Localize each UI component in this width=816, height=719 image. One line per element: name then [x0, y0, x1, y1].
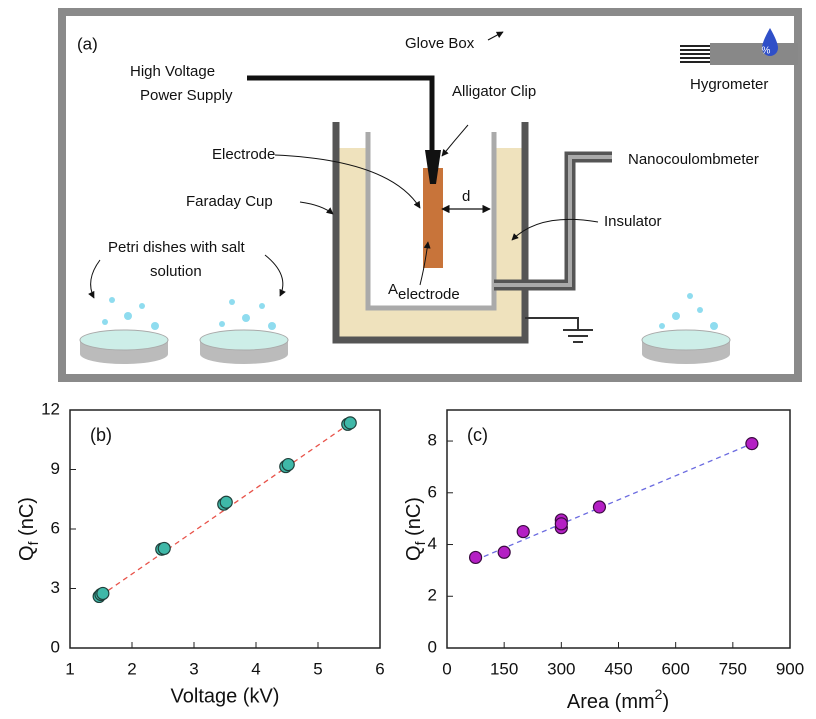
arrow [274, 154, 421, 209]
label: solution [150, 263, 202, 280]
label-subscript: f [25, 541, 41, 545]
label-subscript: f [412, 541, 428, 545]
y-tick-label: 0 [428, 637, 437, 656]
axis-label: Area (mm2) [567, 686, 669, 714]
x-tick-label: 300 [547, 659, 575, 678]
y-tick-label: 9 [51, 459, 60, 478]
cable-core [494, 155, 612, 287]
point [497, 545, 511, 559]
x-tick-label: 150 [490, 659, 518, 678]
point [219, 495, 233, 509]
label-superscript: 2 [655, 686, 663, 702]
insulator-cup [365, 132, 497, 311]
y-tick-label: 0 [51, 637, 60, 656]
arrow [264, 254, 286, 297]
label: Insulator [604, 213, 662, 230]
label-suffix: ) [662, 691, 669, 713]
point [468, 550, 483, 565]
x-tick-label: 4 [251, 659, 260, 678]
label: Nanocoulombmeter [628, 151, 759, 168]
faraday-cup [332, 122, 529, 344]
arrow [419, 241, 431, 286]
point [343, 416, 357, 430]
label-main: Q [403, 545, 425, 561]
y-tick-label: 8 [428, 431, 437, 450]
y-tick-label: 2 [428, 586, 437, 605]
arrow [441, 124, 469, 157]
y-tick-label: 4 [428, 534, 437, 553]
label: Glove Box [405, 35, 475, 52]
hygrometer-icon: % [762, 46, 771, 57]
panel-label: (c) [467, 425, 488, 445]
x-tick-label: 450 [604, 659, 632, 678]
y-tick-label: 6 [428, 482, 437, 501]
label: d [462, 188, 470, 205]
panel-label: (a) [77, 34, 98, 53]
point [516, 524, 530, 539]
point [745, 437, 759, 451]
hv-wire [247, 75, 435, 152]
drop [762, 28, 778, 56]
label: Power Supply [140, 87, 233, 104]
x-tick-label: 1 [65, 659, 74, 678]
label: Faraday Cup [186, 193, 273, 210]
label-main: A [388, 281, 398, 298]
x-tick-label: 750 [719, 659, 747, 678]
y-tick-label: 12 [41, 399, 60, 418]
hygrometer-probe [680, 45, 710, 63]
y-tick-label: 3 [51, 578, 60, 597]
x-tick-label: 900 [776, 659, 804, 678]
label-main: Q [16, 545, 38, 561]
label: Aelectrode [388, 281, 460, 303]
ground [525, 317, 593, 343]
x-tick-label: 3 [189, 659, 198, 678]
label: Petri dishes with salt [108, 239, 246, 256]
y-tick-label: 6 [51, 518, 60, 537]
label: Hygrometer [690, 76, 768, 93]
x-tick-label: 6 [375, 659, 384, 678]
arrow [299, 201, 334, 215]
diagram: (a) Glove Box Hygrometer % High Voltage … [58, 8, 802, 382]
axis-label: Qf (nC) [403, 497, 427, 561]
label: Electrode [212, 146, 275, 163]
arrow [88, 259, 101, 299]
hygrometer-body [710, 43, 798, 65]
point [96, 586, 110, 601]
label-suffix: (nC) [403, 497, 425, 541]
point [592, 500, 607, 514]
x-tick-label: 5 [313, 659, 322, 678]
label-suffix: (nC) [16, 497, 38, 541]
label-sub: electrode [398, 286, 460, 303]
clip [425, 150, 441, 184]
x-tick-label: 2 [127, 659, 136, 678]
point [554, 517, 568, 531]
panel-label: (b) [90, 425, 112, 445]
fit-line [475, 443, 753, 561]
axis-label: Voltage (kV) [171, 685, 280, 707]
axis-label: Qf (nC) [16, 497, 40, 561]
point [281, 457, 295, 472]
point [157, 541, 171, 556]
petri-dishes [79, 293, 731, 364]
x-tick-label: 0 [442, 659, 451, 678]
plot-area [69, 409, 381, 649]
label-main: Area (mm [567, 691, 655, 713]
plot-area [446, 409, 791, 649]
x-tick-label: 600 [661, 659, 689, 678]
arrow [487, 31, 504, 41]
label: Alligator Clip [452, 83, 536, 100]
arrow [511, 218, 599, 241]
label: High Voltage [130, 63, 215, 80]
